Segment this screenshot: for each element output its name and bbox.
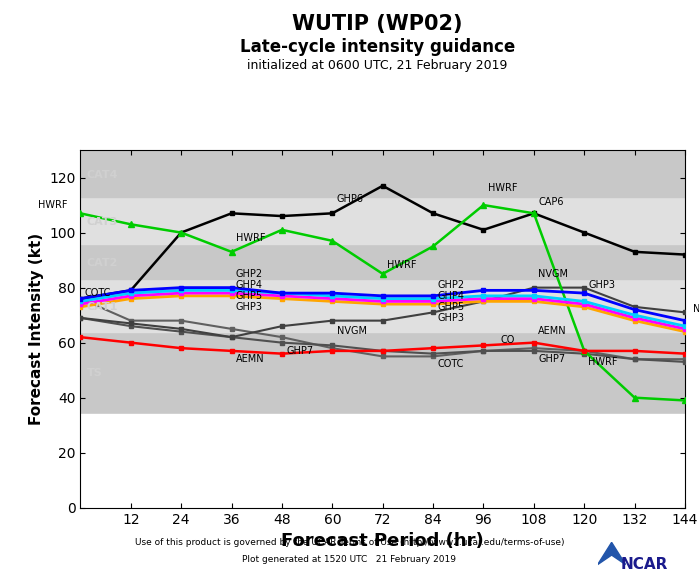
Text: Late-cycle intensity guidance: Late-cycle intensity guidance bbox=[240, 38, 515, 55]
Text: Plot generated at 1520 UTC   21 February 2019: Plot generated at 1520 UTC 21 February 2… bbox=[243, 555, 456, 564]
Text: WUTIP (WP02): WUTIP (WP02) bbox=[292, 14, 463, 35]
Text: GHP5: GHP5 bbox=[438, 302, 464, 312]
Text: TS: TS bbox=[87, 368, 103, 378]
Text: GHP3: GHP3 bbox=[589, 280, 615, 290]
Text: NVGM: NVGM bbox=[538, 269, 568, 279]
Text: GHP7: GHP7 bbox=[538, 354, 565, 364]
Bar bbox=[80, 243, 685, 279]
Text: HWRF: HWRF bbox=[387, 260, 417, 271]
Text: COTC: COTC bbox=[438, 359, 463, 369]
X-axis label: Forecast Period (hr): Forecast Period (hr) bbox=[281, 532, 484, 550]
Text: CAT4: CAT4 bbox=[87, 170, 118, 180]
Bar bbox=[80, 279, 685, 332]
Text: HWRF: HWRF bbox=[38, 200, 68, 210]
Text: NCAR: NCAR bbox=[620, 557, 668, 572]
Text: GHP4: GHP4 bbox=[236, 280, 263, 290]
Text: CAT1: CAT1 bbox=[87, 302, 118, 312]
Text: NVGM: NVGM bbox=[693, 305, 699, 314]
Text: GHP7: GHP7 bbox=[286, 346, 313, 355]
Text: HWRF: HWRF bbox=[589, 357, 618, 366]
Text: GHP2: GHP2 bbox=[236, 269, 263, 279]
Bar bbox=[80, 414, 685, 508]
Text: AEMN: AEMN bbox=[236, 354, 264, 364]
Text: HWRF: HWRF bbox=[236, 233, 265, 243]
Text: GHP4: GHP4 bbox=[438, 291, 464, 301]
Text: GHP2: GHP2 bbox=[438, 280, 464, 290]
Text: CAT2: CAT2 bbox=[87, 258, 118, 268]
Bar bbox=[80, 150, 685, 197]
Text: CO: CO bbox=[500, 335, 514, 344]
Text: AEMN: AEMN bbox=[538, 327, 567, 336]
Text: COTC: COTC bbox=[85, 288, 111, 298]
Text: Use of this product is governed by the UCAR Terms of Use (http://www2.ucar.edu/t: Use of this product is governed by the U… bbox=[135, 538, 564, 547]
Text: GHP3: GHP3 bbox=[438, 313, 464, 323]
Text: GHP3: GHP3 bbox=[236, 302, 263, 312]
Text: CAP6: CAP6 bbox=[538, 197, 563, 207]
Text: GHP6: GHP6 bbox=[336, 194, 363, 204]
Text: HWRF: HWRF bbox=[488, 183, 517, 193]
Text: GHP5: GHP5 bbox=[236, 291, 263, 301]
Text: initialized at 0600 UTC, 21 February 2019: initialized at 0600 UTC, 21 February 201… bbox=[247, 59, 507, 72]
Bar bbox=[80, 197, 685, 243]
Text: NVGM: NVGM bbox=[336, 327, 366, 336]
Y-axis label: Forecast Intensity (kt): Forecast Intensity (kt) bbox=[29, 233, 43, 425]
Text: CAT3: CAT3 bbox=[87, 216, 118, 227]
Bar bbox=[80, 332, 685, 414]
Polygon shape bbox=[598, 542, 626, 564]
